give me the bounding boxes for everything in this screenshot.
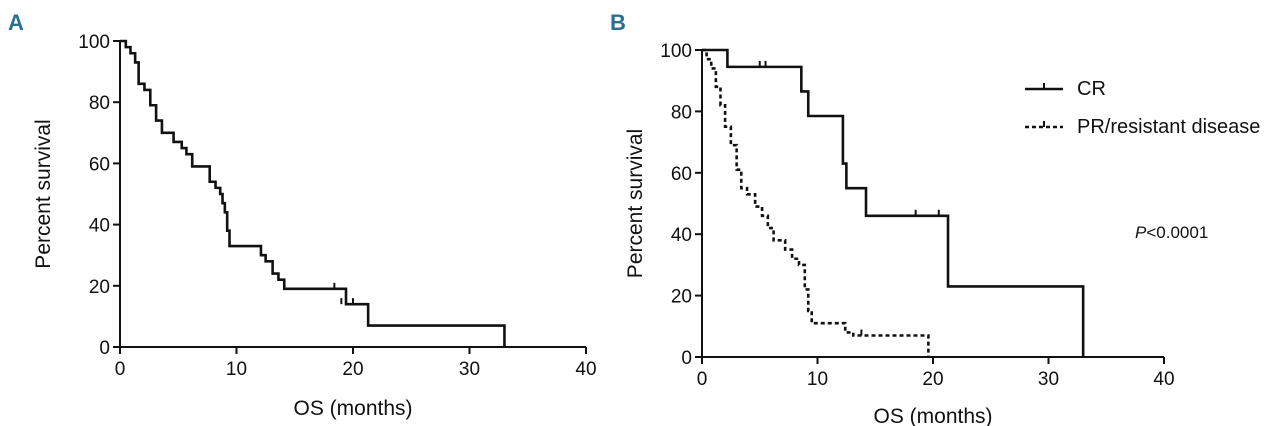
chart-b-legend-label: CR xyxy=(1077,78,1106,100)
chart-a-y-tick-label: 100 xyxy=(78,32,110,53)
chart-b-x-tick-label: 40 xyxy=(1153,369,1174,390)
chart-b-x-axis-title: OS (months) xyxy=(873,405,992,426)
chart-a-x-tick-label: 20 xyxy=(342,359,363,380)
chart-b-y-axis-title: Percent survival xyxy=(624,129,647,278)
chart-a-x-tick-label: 10 xyxy=(226,359,247,380)
chart-b-x-tick-label: 0 xyxy=(697,369,708,390)
chart-a-series-survival-line xyxy=(120,39,506,347)
chart-b-series-pr-resistant-disease-line xyxy=(702,48,930,357)
chart-b-y-tick-label: 0 xyxy=(681,348,692,369)
chart-b-panel-label: B xyxy=(610,10,626,35)
chart-b-y-tick-label: 20 xyxy=(671,287,692,308)
chart-b-y-tick-label: 40 xyxy=(671,225,692,246)
chart-b-x-tick-label: 10 xyxy=(807,369,828,390)
chart-b-y-tick-label: 100 xyxy=(660,41,692,62)
chart-b-series-cr-line xyxy=(702,48,1085,357)
chart-b-x-tick-label: 20 xyxy=(922,369,943,390)
chart-a-x-tick-label: 0 xyxy=(115,359,126,380)
chart-a-panel-label: A xyxy=(8,10,24,35)
chart-b-y-tick-label: 60 xyxy=(671,164,692,185)
chart-b-p-value: P<0.0001 xyxy=(1135,223,1208,242)
chart-b-x-tick-label: 30 xyxy=(1038,369,1059,390)
chart-a-y-tick-label: 60 xyxy=(89,154,110,175)
chart-a-x-tick-label: 40 xyxy=(575,359,596,380)
chart-a-x-axis-title: OS (months) xyxy=(293,397,412,420)
chart-a-y-tick-label: 40 xyxy=(89,216,110,237)
chart-a-y-tick-label: 80 xyxy=(89,93,110,114)
chart-b-y-tick-label: 80 xyxy=(671,102,692,123)
chart-a-y-axis-title: Percent survival xyxy=(32,119,55,268)
chart-a-y-tick-label: 20 xyxy=(89,277,110,298)
chart-a-y-tick-label: 0 xyxy=(99,338,110,359)
chart-a-x-tick-label: 30 xyxy=(459,359,480,380)
chart-b-legend-label: PR/resistant disease xyxy=(1077,116,1260,138)
